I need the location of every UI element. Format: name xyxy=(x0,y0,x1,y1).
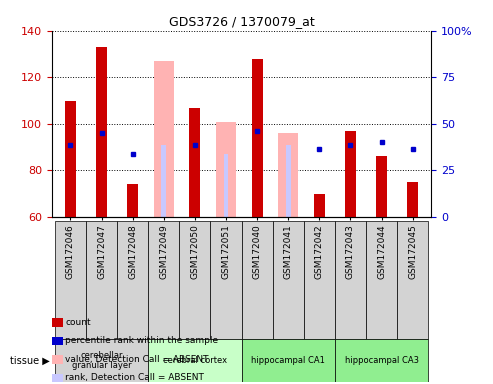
Bar xyxy=(304,221,335,339)
Text: cerebellar
granular layer: cerebellar granular layer xyxy=(72,351,131,370)
Text: cerebral cortex: cerebral cortex xyxy=(163,356,227,365)
Bar xyxy=(345,131,356,217)
Bar xyxy=(148,221,179,339)
Text: count: count xyxy=(65,318,91,327)
Text: percentile rank within the sample: percentile rank within the sample xyxy=(65,336,218,346)
Text: GSM172046: GSM172046 xyxy=(66,224,75,279)
Text: GSM172042: GSM172042 xyxy=(315,224,324,279)
Bar xyxy=(179,221,211,339)
Text: rank, Detection Call = ABSENT: rank, Detection Call = ABSENT xyxy=(65,373,204,382)
Bar xyxy=(55,221,86,339)
Bar xyxy=(127,184,138,217)
Bar xyxy=(242,339,335,382)
Bar xyxy=(397,221,428,339)
Bar xyxy=(216,121,236,217)
Bar xyxy=(65,101,76,217)
Bar xyxy=(335,339,428,382)
Bar xyxy=(148,339,242,382)
Text: GSM172041: GSM172041 xyxy=(284,224,293,279)
Text: GSM172049: GSM172049 xyxy=(159,224,168,279)
Bar xyxy=(161,145,166,217)
Text: GSM172044: GSM172044 xyxy=(377,224,386,279)
Text: value, Detection Call = ABSENT: value, Detection Call = ABSENT xyxy=(65,355,209,364)
Bar xyxy=(154,61,174,217)
Bar xyxy=(242,221,273,339)
Bar xyxy=(223,154,228,217)
Bar xyxy=(86,221,117,339)
Text: hippocampal CA1: hippocampal CA1 xyxy=(251,356,325,365)
Bar xyxy=(55,339,148,382)
Bar xyxy=(189,108,200,217)
Title: GDS3726 / 1370079_at: GDS3726 / 1370079_at xyxy=(169,15,315,28)
Bar xyxy=(273,221,304,339)
Bar xyxy=(279,133,298,217)
Text: GSM172045: GSM172045 xyxy=(408,224,417,279)
Bar xyxy=(376,156,387,217)
Bar xyxy=(314,194,325,217)
Bar xyxy=(407,182,418,217)
Text: hippocampal CA3: hippocampal CA3 xyxy=(345,356,419,365)
Bar xyxy=(117,221,148,339)
Bar xyxy=(366,221,397,339)
Bar xyxy=(252,59,263,217)
Bar xyxy=(96,47,107,217)
Text: GSM172051: GSM172051 xyxy=(221,224,231,279)
Bar xyxy=(335,221,366,339)
Text: tissue ▶: tissue ▶ xyxy=(9,355,49,365)
Text: GSM172050: GSM172050 xyxy=(190,224,199,279)
Bar xyxy=(286,145,291,217)
Text: GSM172043: GSM172043 xyxy=(346,224,355,279)
Text: GSM172040: GSM172040 xyxy=(252,224,262,279)
Bar xyxy=(211,221,242,339)
Text: GSM172047: GSM172047 xyxy=(97,224,106,279)
Text: GSM172048: GSM172048 xyxy=(128,224,137,279)
